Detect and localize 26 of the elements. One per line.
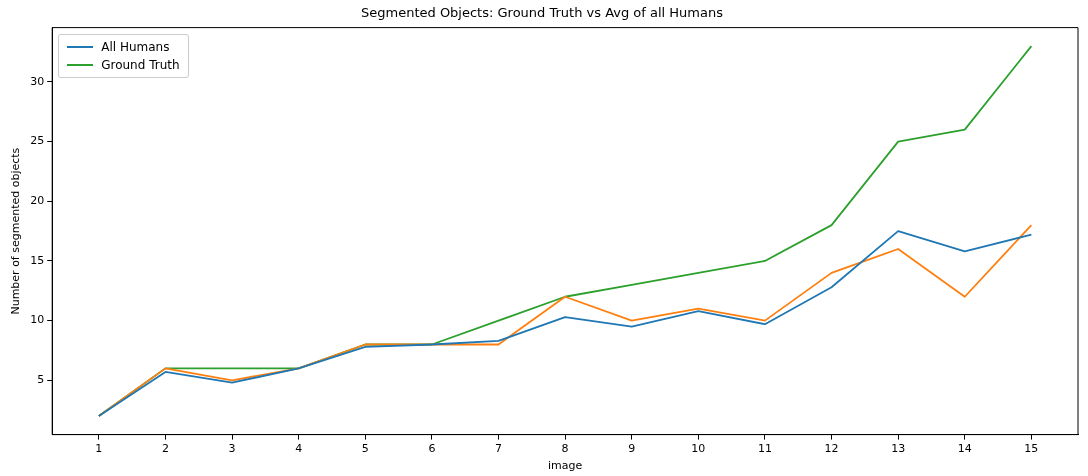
x-tick-label: 8 — [561, 442, 569, 456]
legend-label: Ground Truth — [101, 56, 180, 74]
x-tick-label: 12 — [824, 442, 839, 456]
y-tick-label: 10 — [30, 313, 45, 327]
y-tick-label: 5 — [37, 373, 45, 387]
y-tick-label: 15 — [30, 253, 45, 267]
y-tick-label: 30 — [30, 74, 45, 88]
x-tick-label: 7 — [494, 442, 502, 456]
y-axis-title: Number of segmented objects — [9, 147, 23, 315]
x-tick-label: 15 — [1024, 442, 1039, 456]
x-tick-label: 11 — [757, 442, 772, 456]
x-tick-label: 13 — [891, 442, 906, 456]
x-tick-label: 5 — [361, 442, 369, 456]
x-tick-label: 3 — [228, 442, 236, 456]
x-tick-label: 4 — [295, 442, 303, 456]
legend-label: All Humans — [101, 38, 170, 56]
chart-title: Segmented Objects: Ground Truth vs Avg of all Humans — [361, 5, 724, 21]
x-tick-label: 1 — [95, 442, 103, 456]
x-tick-label: 6 — [428, 442, 436, 456]
x-tick-label: 2 — [161, 442, 169, 456]
x-tick-label: 14 — [957, 442, 972, 456]
x-tick-label: 10 — [691, 442, 706, 456]
y-tick-label: 25 — [30, 134, 45, 148]
x-axis-title: image — [547, 459, 583, 473]
y-tick-label: 20 — [30, 194, 45, 208]
x-tick-label: 9 — [628, 442, 636, 456]
